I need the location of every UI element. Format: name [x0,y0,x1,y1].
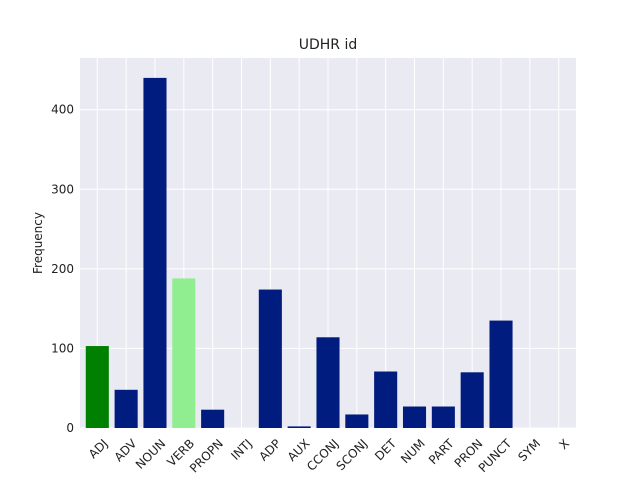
x-tick-label-punct: PUNCT [476,436,515,475]
x-tick-label-det: DET [372,436,399,463]
bar-num [403,407,426,428]
bar-verb [172,278,195,428]
x-tick-label-sym: SYM [515,436,543,464]
bar-pron [461,372,484,428]
x-tick-label-noun: NOUN [133,436,168,471]
bar-cconj [316,337,339,428]
y-tick-label: 100 [51,341,74,355]
x-tick-label-x: X [556,436,572,452]
x-tick-label-adj: ADJ [86,436,111,461]
x-tick-label-intj: INTJ [228,436,254,462]
bar-noun [143,78,166,428]
chart-title: UDHR id [299,37,358,53]
bar-propn [201,410,224,428]
y-tick-label: 400 [51,103,74,117]
bar-part [432,407,455,428]
x-tick-label-adp: ADP [256,436,283,463]
x-tick-label-cconj: CCONJ [304,436,341,473]
bar-adj [86,346,109,428]
bar-adp [259,290,282,428]
bar-aux [288,426,311,428]
x-tick-label-sconj: SCONJ [333,436,370,473]
y-axis-label: Frequency [31,212,45,274]
y-tick-labels: 0 100 200 300 400 [51,103,74,435]
bar-sconj [345,414,368,428]
bar-det [374,372,397,428]
y-tick-label: 300 [51,182,74,196]
bar-punct [489,321,512,428]
y-tick-label: 200 [51,262,74,276]
x-tick-label-num: NUM [398,436,428,466]
y-tick-label: 0 [66,421,74,435]
bar-adv [115,390,138,428]
